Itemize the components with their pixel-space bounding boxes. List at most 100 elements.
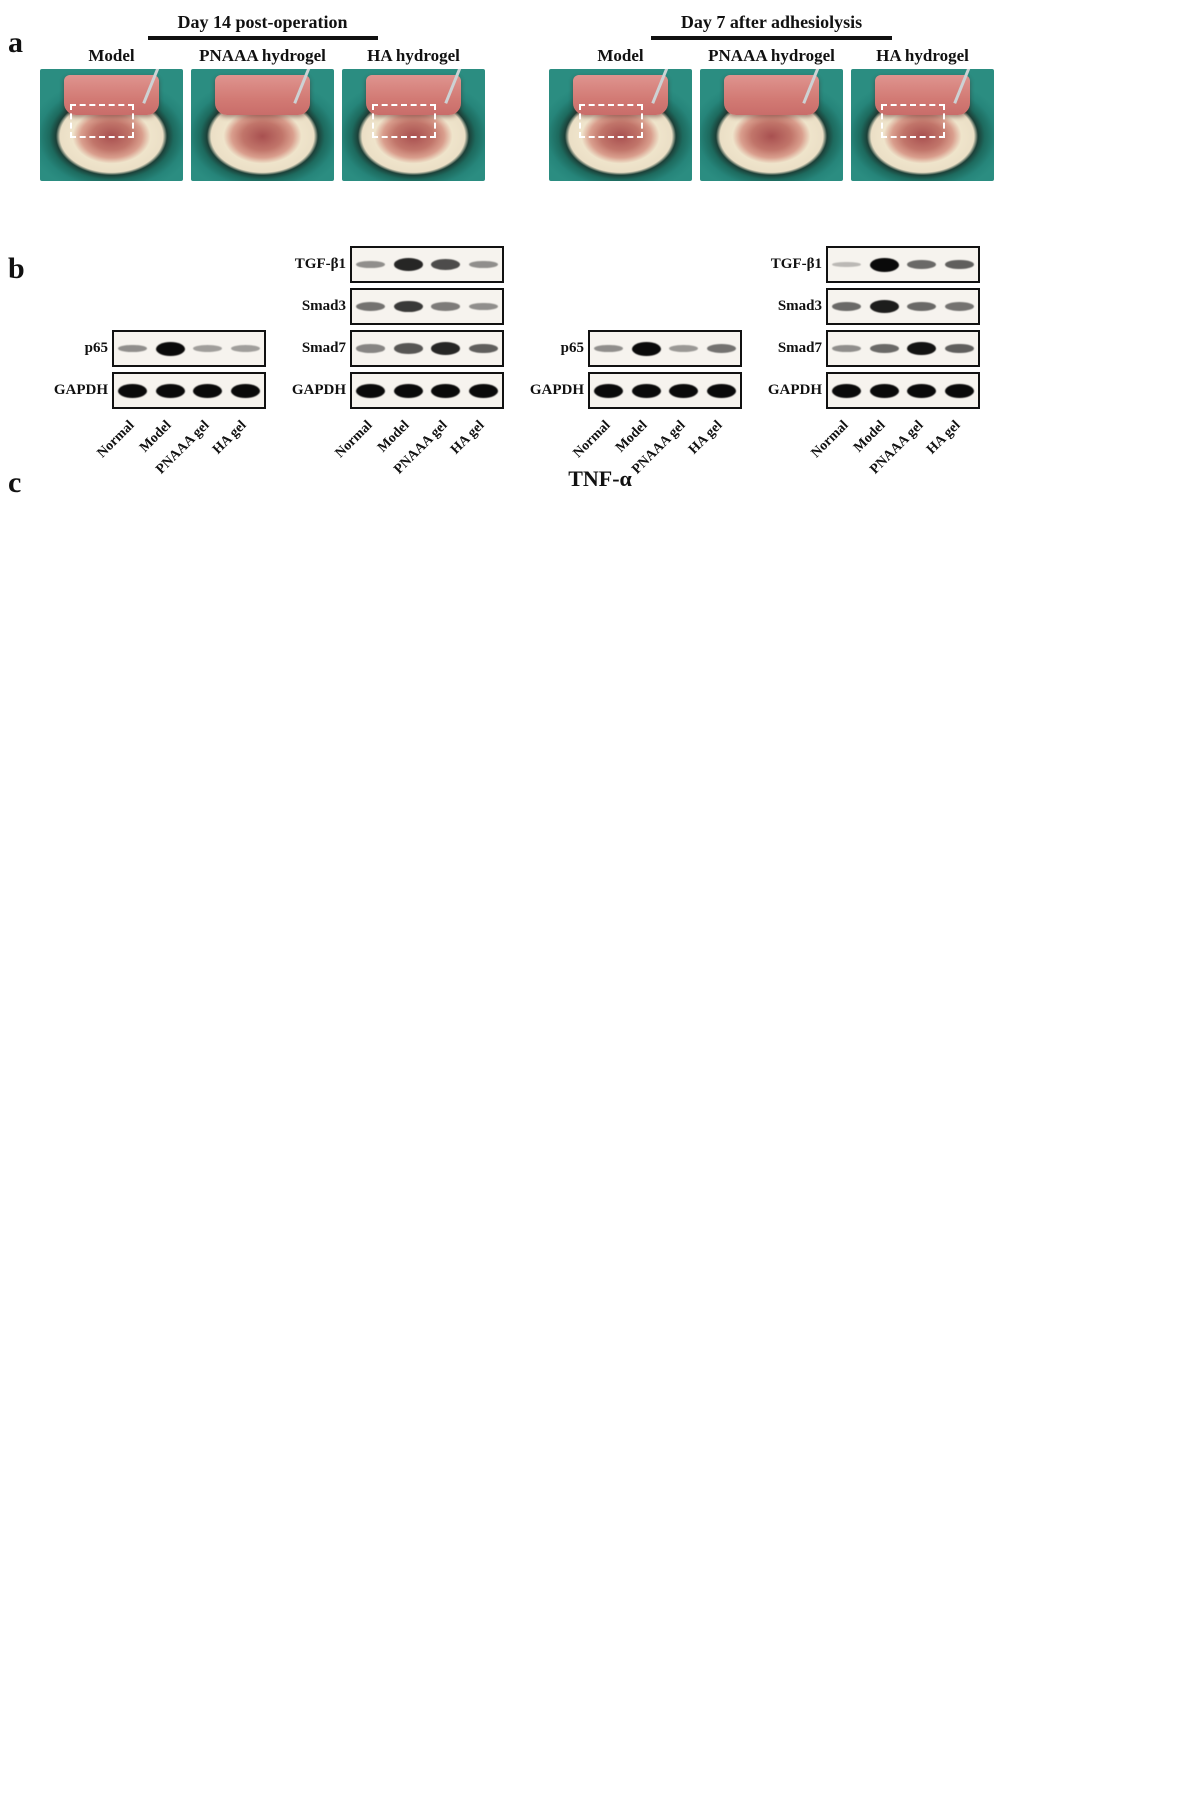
photo-group-title: Day 7 after adhesiolysis xyxy=(650,10,893,40)
protein-band xyxy=(431,259,461,270)
protein-band xyxy=(869,383,899,398)
protein-band xyxy=(594,383,624,398)
protein-band xyxy=(869,343,899,354)
surgical-photo-groups: Day 14 post-operation Model PNAAA hydrogel… xyxy=(8,10,1200,181)
chart-panels: c TNF-α xyxy=(0,466,1200,770)
blot-image xyxy=(112,330,266,367)
adhesion-site-marker-box xyxy=(881,103,946,138)
western-blot-group: TGF-β1 Smad3 Smad7 GAPDH Normal Model PNAAA ge… xyxy=(756,246,980,478)
blot-image xyxy=(826,288,980,325)
photo-column: PNAAA hydrogel xyxy=(698,44,845,181)
protein-band xyxy=(468,260,498,269)
photo-group: Day 7 after adhesiolysis Model PNAAA hydro… xyxy=(547,10,996,181)
protein-band xyxy=(869,257,899,272)
protein-band xyxy=(669,383,699,398)
protein-label: p65 xyxy=(560,340,584,356)
protein-label: GAPDH xyxy=(291,382,346,398)
protein-band xyxy=(393,383,423,398)
photo-column: HA hydrogel xyxy=(340,44,487,181)
photo-caption: Model xyxy=(88,46,135,65)
protein-band xyxy=(230,383,260,398)
photo-caption: PNAAA hydrogel xyxy=(708,46,835,65)
panel-c-label: c xyxy=(8,466,22,499)
protein-band xyxy=(944,259,974,270)
blot-image xyxy=(350,330,504,367)
photo-column: HA hydrogel xyxy=(849,44,996,181)
protein-band xyxy=(907,259,937,270)
panel-a: a Day 14 post-operation Model PNAAA hydrog… xyxy=(0,0,1200,240)
protein-label: Smad3 xyxy=(301,298,346,314)
photo-column: Model xyxy=(38,44,185,181)
panel-b-label: b xyxy=(8,252,25,285)
protein-band xyxy=(468,343,498,354)
protein-band xyxy=(118,344,148,353)
protein-label: Smad7 xyxy=(301,340,346,356)
panel-a-label: a xyxy=(8,26,23,59)
protein-band xyxy=(832,261,862,268)
protein-band xyxy=(944,383,974,398)
protein-band xyxy=(118,383,148,398)
protein-band xyxy=(631,341,661,356)
protein-band xyxy=(431,342,461,355)
protein-band xyxy=(431,302,461,311)
protein-label: GAPDH xyxy=(53,382,108,398)
protein-label: GAPDH xyxy=(529,382,584,398)
protein-band xyxy=(230,345,260,352)
protein-band xyxy=(832,383,862,398)
blot-image xyxy=(350,246,504,283)
photo-group-title: Day 14 post-operation xyxy=(147,10,378,40)
photo-caption: PNAAA hydrogel xyxy=(199,46,326,65)
protein-band xyxy=(431,383,461,398)
photo-caption: HA hydrogel xyxy=(367,46,460,65)
surgical-photo xyxy=(342,69,485,181)
blot-image xyxy=(588,372,742,409)
blot-image xyxy=(826,330,980,367)
protein-band xyxy=(944,343,974,354)
protein-band xyxy=(356,260,386,269)
protein-band xyxy=(356,344,386,353)
western-blot-groups: p65 GAPDH Normal Model PNAAA gel HA gel TGF-β1… xyxy=(8,246,1200,478)
protein-label: TGF-β1 xyxy=(294,256,346,272)
blot-image xyxy=(350,288,504,325)
surgical-photo xyxy=(40,69,183,181)
protein-band xyxy=(356,383,386,398)
blot-image xyxy=(826,246,980,283)
western-blot-group: p65 GAPDH Normal Model PNAAA gel HA gel xyxy=(42,330,266,478)
surgical-photo xyxy=(851,69,994,181)
protein-band xyxy=(594,344,624,353)
protein-band xyxy=(832,301,862,312)
photo-caption: Model xyxy=(597,46,644,65)
protein-band xyxy=(832,344,862,353)
protein-band xyxy=(907,341,937,356)
protein-band xyxy=(155,383,185,398)
adhesion-site-marker-box xyxy=(70,103,135,138)
blot-image xyxy=(112,372,266,409)
surgical-photo xyxy=(549,69,692,181)
protein-band xyxy=(393,343,423,354)
western-blot-group: TGF-β1 Smad3 Smad7 GAPDH Normal Model PNAAA ge… xyxy=(280,246,504,478)
protein-band xyxy=(631,383,661,398)
photo-column: PNAAA hydrogel xyxy=(189,44,336,181)
photo-group: Day 14 post-operation Model PNAAA hydrogel… xyxy=(38,10,487,181)
protein-band xyxy=(468,302,498,311)
protein-band xyxy=(944,301,974,312)
protein-band xyxy=(669,344,699,353)
adhesion-site-marker-box xyxy=(579,103,644,138)
protein-band xyxy=(393,258,423,271)
protein-band xyxy=(706,343,736,354)
protein-label: p65 xyxy=(84,340,108,356)
protein-band xyxy=(393,300,423,313)
blot-image xyxy=(588,330,742,367)
blot-image xyxy=(826,372,980,409)
protein-band xyxy=(193,383,223,398)
photo-caption: HA hydrogel xyxy=(876,46,969,65)
protein-band xyxy=(155,341,185,356)
protein-label: TGF-β1 xyxy=(770,256,822,272)
surgical-photo xyxy=(191,69,334,181)
protein-band xyxy=(907,301,937,312)
protein-band xyxy=(468,383,498,398)
photo-column: Model xyxy=(547,44,694,181)
panel-b: b p65 GAPDH Normal Model PNAAA gel HA gel TGF-… xyxy=(0,240,1200,477)
protein-band xyxy=(907,383,937,398)
